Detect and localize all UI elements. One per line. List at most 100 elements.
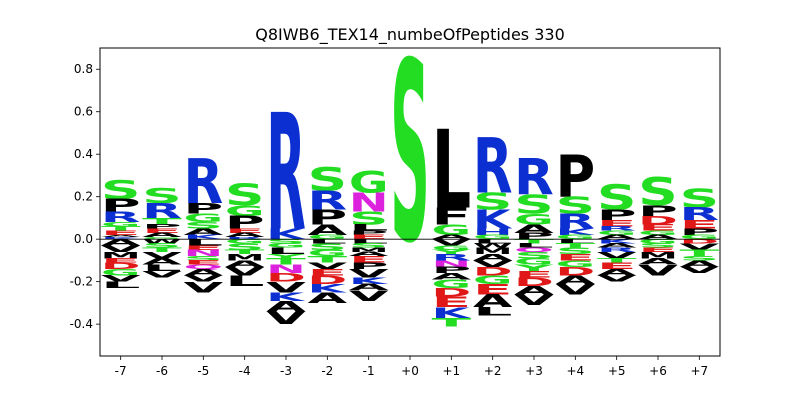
logo-letter-D-pos+4: D [555,265,595,278]
logo-letter-D-pos+2: D [473,265,513,278]
logo-letter-R-pos-6: R [142,200,182,223]
logo-letter-N-pos-1: N [349,188,389,219]
logo-letter-E-pos+7: E [679,218,719,232]
logo-letter-T-pos-2: T [307,254,348,264]
logo-letter-G-pos+1: G [431,245,471,252]
logo-letter-R-pos+4: R [555,210,595,233]
logo-letter-L-pos-5: L [183,238,223,248]
logo-letter-V-pos-6: V [142,250,182,260]
logo-letter-G-pos+6: G [638,230,678,237]
logo-letter-S-pos-3: S [266,238,306,245]
logo-letter-A-pos-1: A [349,282,389,292]
logo-letter-P-pos-1: P [349,230,389,237]
logo-letter-V-pos+5: V [597,250,637,260]
logo-letter-A-pos-7: A [101,234,141,237]
logo-letter-P-pos-7: P [101,196,141,216]
y-tick-label: 0.2 [74,190,93,204]
logo-letter-H-pos+2: H [473,227,513,237]
logo-letter-G-pos+2: G [473,273,513,287]
x-tick-label: -3 [280,364,292,378]
logo-letter-S-pos-1: S [349,208,389,229]
logo-letter-E-pos-1: E [349,234,389,241]
logo-letter-L-pos+2: L [473,238,513,245]
logo-letter-Y-pos+3: Y [513,263,553,273]
logo-letter-A-pos+5: A [597,234,638,241]
logo-letter-A-pos+7: A [679,259,719,269]
logo-letter-D-pos-3: D [266,271,306,284]
logo-letter-L-pos+1: L [431,107,471,233]
logo-letter-L-pos-3: L [266,246,306,256]
logo-letter-E-pos-4: E [225,227,265,234]
x-tick-label: +7 [690,364,708,378]
x-tick-label: -2 [321,364,333,378]
logo-letter-V-pos-2: V [307,261,347,271]
logo-letter-T-pos+7: T [679,248,720,258]
logo-letter-T-pos-6: T [142,247,182,254]
logo-letter-T-pos-7: T [101,225,141,232]
logo-letter-L-pos-6: L [142,263,182,273]
logo-letter-G-pos+1: G [431,277,471,291]
logo-letter-N-pos-3: N [266,263,306,276]
logo-letter-G-pos+6: G [638,238,678,245]
logo-letter-E-pos-7: E [101,257,141,264]
chart-title: Q8IWB6_TEX14_numbeOfPeptides 330 [255,25,565,45]
logo-letter-V-pos+7: V [679,265,719,275]
logo-letter-A-pos-2: A [307,221,347,238]
logo-letter-R-pos+5: R [597,247,637,254]
logo-letter-V-pos-1: V [349,287,389,304]
logo-letter-A-pos-6: A [142,257,182,267]
x-axis: -7 -6 -5 -4 -3 -2 -1 +0 +1 +2 +3 +4 +5 +6 +7 [115,356,708,378]
logo-letter-P-pos+7: P [679,227,719,237]
logo-letter-E-pos-5: E [183,244,223,251]
logo-letter-K-pos-7: K [101,237,141,240]
logo-letter-K-pos-5: K [183,234,224,241]
logo-letter-P-pos+1: P [431,265,471,275]
logo-letter-K-pos-1: K [349,276,389,286]
logo-letter-P-pos+3: P [514,231,554,241]
x-tick-label: -6 [156,364,168,378]
logo-letter-T-pos-4: T [225,249,265,256]
logo-letter-V-pos+5: V [597,274,637,284]
logo-letter-V-pos-5: V [183,279,223,296]
logo-letter-D-pos-7: D [101,261,141,271]
logo-letter-S-pos+4: S [555,192,595,219]
logo-letter-S-pos+2: S [473,188,513,215]
logo-letter-E-pos+6: E [638,222,678,232]
logo-letter-E-pos+5: E [597,218,637,228]
logo-letter-V-pos+7: V [679,242,719,252]
logo-letter-E-pos-7: E [101,230,141,237]
logo-letter-S-pos+7: S [679,255,719,262]
logo-letter-G-pos+1: G [431,222,471,239]
logo-letter-A-pos+4: A [555,273,595,287]
logo-letter-K-pos+2: K [473,205,513,235]
logo-letter-L-pos-1: L [349,238,389,245]
logo-letter-S-pos-4: S [225,179,265,213]
logo-letter-R-pos+3: R [514,149,554,207]
logo-letter-A-pos-5: A [183,267,223,277]
logo-letter-P-pos+4: P [555,144,595,211]
logo-letter-T-pos+3: T [514,238,554,245]
logo-letter-E-pos+1: E [431,294,471,311]
logo-letter-G-pos-2: G [307,248,347,258]
logo-letter-M-pos+2: M [473,246,513,256]
logo-letter-V-pos-6: V [142,269,182,279]
y-tick-label: -0.2 [70,275,93,289]
logo-letter-W-pos-6: W [142,238,182,245]
logo-letter-Q-pos+3: Q [514,246,554,253]
x-tick-label: +0 [401,364,419,378]
logo-letter-M-pos-7: M [101,250,141,260]
logo-letter-V-pos+1: V [431,237,471,247]
logo-letter-Y-pos+1: Y [431,249,472,256]
logo-letter-G-pos+4: G [555,259,595,269]
logo-letter-E-pos-2: E [307,267,347,277]
y-tick-label: 0.6 [74,105,93,119]
logo-letter-R-pos-2: R [307,185,347,216]
logo-letter-S-pos+7: S [679,184,719,214]
logo-letter-L-pos-2: L [307,238,347,245]
logo-letter-S-pos-2: S [307,242,347,252]
logo-letter-R-pos+7: R [679,204,719,224]
logo-letter-A-pos-2: A [307,289,347,306]
logo-letter-V-pos-4: V [225,264,265,278]
logo-letter-G-pos-4: G [225,238,265,245]
logo-letter-E-pos+5: E [597,261,637,271]
